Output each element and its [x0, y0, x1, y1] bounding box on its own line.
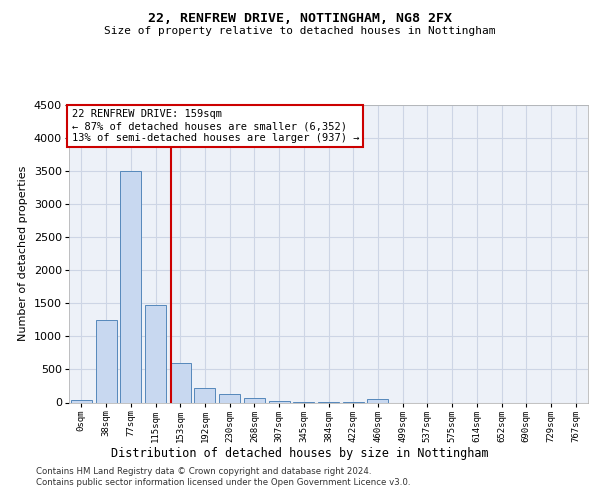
Bar: [269, 400, 290, 402]
Bar: [244, 398, 265, 402]
Text: Contains public sector information licensed under the Open Government Licence v3: Contains public sector information licen…: [36, 478, 410, 487]
Bar: [367, 399, 388, 402]
Y-axis label: Number of detached properties: Number of detached properties: [19, 166, 28, 342]
Bar: [120, 171, 141, 402]
Text: Distribution of detached houses by size in Nottingham: Distribution of detached houses by size …: [111, 448, 489, 460]
Bar: [95, 320, 116, 402]
Text: Contains HM Land Registry data © Crown copyright and database right 2024.: Contains HM Land Registry data © Crown c…: [36, 467, 371, 476]
Bar: [145, 304, 166, 402]
Bar: [219, 394, 240, 402]
Bar: [71, 400, 92, 402]
Bar: [194, 388, 215, 402]
Text: Size of property relative to detached houses in Nottingham: Size of property relative to detached ho…: [104, 26, 496, 36]
Text: 22 RENFREW DRIVE: 159sqm
← 87% of detached houses are smaller (6,352)
13% of sem: 22 RENFREW DRIVE: 159sqm ← 87% of detach…: [71, 110, 359, 142]
Bar: [170, 364, 191, 403]
Text: 22, RENFREW DRIVE, NOTTINGHAM, NG8 2FX: 22, RENFREW DRIVE, NOTTINGHAM, NG8 2FX: [148, 12, 452, 26]
